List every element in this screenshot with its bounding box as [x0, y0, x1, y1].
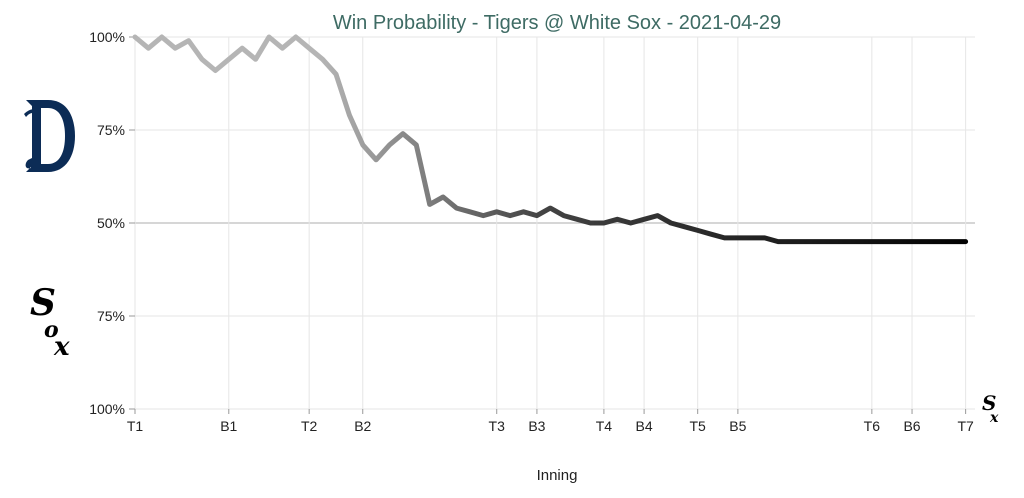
x-tick-label: B2: [354, 418, 371, 434]
x-axis-title: Inning: [537, 467, 578, 484]
y-tick-label: 100%: [89, 29, 125, 45]
white-sox-end-logo-icon: S x: [982, 391, 999, 426]
series-line-win-probability: [132, 34, 969, 245]
x-tick-label: B1: [220, 418, 237, 434]
x-tick-label: B5: [729, 418, 746, 434]
x-tick-label: T2: [301, 418, 318, 434]
tigers-d-logo-icon: [24, 100, 76, 172]
y-axis-ticks: 100% 75% 50% 75% 100%: [89, 29, 135, 417]
y-tick-label: 100%: [89, 401, 125, 417]
x-tick-label: T4: [596, 418, 613, 434]
x-tick-label: T7: [957, 418, 974, 434]
x-tick-label: T3: [489, 418, 506, 434]
svg-text:o: o: [44, 317, 59, 343]
svg-text:S: S: [30, 282, 56, 324]
x-tick-label: T6: [864, 418, 881, 434]
grid: [134, 36, 975, 410]
svg-text:x: x: [989, 410, 999, 426]
x-tick-label: B3: [528, 418, 545, 434]
y-tick-label: 75%: [97, 308, 125, 324]
white-sox-logo-icon: S o x: [30, 282, 70, 362]
x-tick-label: B6: [903, 418, 920, 434]
svg-text:S: S: [982, 391, 996, 415]
svg-text:x: x: [53, 332, 70, 362]
x-tick-label: B4: [636, 418, 653, 434]
x-axis-ticks: T1 B1 T2 B2 T3 B3 T4 B4 T5 B5 T6 B6 T7: [127, 409, 974, 434]
x-tick-label: T1: [127, 418, 144, 434]
y-tick-label: 75%: [97, 122, 125, 138]
y-tick-label: 50%: [97, 215, 125, 231]
chart-title: Win Probability - Tigers @ White Sox - 2…: [333, 12, 781, 34]
x-tick-label: T5: [690, 418, 707, 434]
